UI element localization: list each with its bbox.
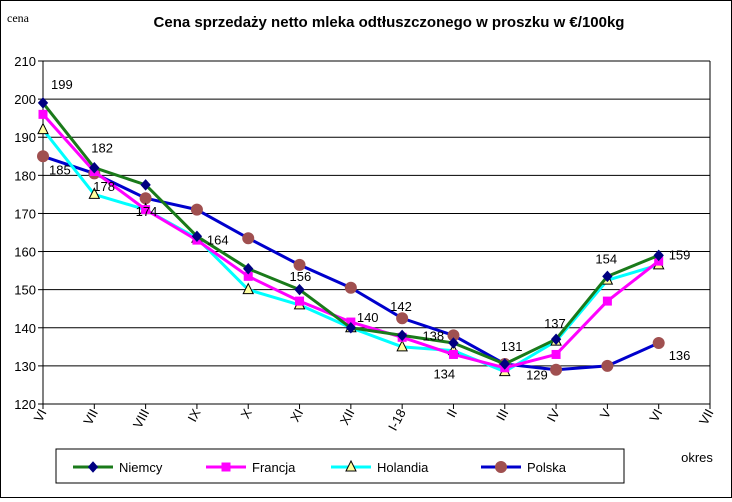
data-point (294, 283, 305, 296)
x-tick-label: III (493, 406, 511, 423)
data-point (602, 296, 612, 306)
plot-area (43, 61, 710, 404)
data-point (141, 205, 151, 215)
data-point (602, 270, 613, 283)
data-label: 136 (669, 348, 691, 363)
legend-label: Polska (527, 460, 567, 475)
legend-marker (221, 462, 231, 472)
data-label: 137 (544, 316, 566, 331)
data-label: 154 (595, 251, 617, 266)
data-point (37, 150, 49, 163)
y-tick-label: 130 (14, 359, 36, 374)
data-label: 129 (526, 368, 548, 383)
data-point (396, 312, 409, 325)
data-label: 174 (136, 204, 158, 219)
data-point (344, 281, 357, 294)
x-tick-label: VIII (130, 406, 152, 430)
legend-item-niemcy: Niemcy (73, 460, 163, 475)
legend-label: Francja (252, 460, 296, 475)
series-group (37, 97, 665, 377)
y-tick-label: 180 (14, 168, 36, 183)
series-niemcy (37, 97, 664, 370)
x-tick-label: IV (544, 406, 563, 424)
data-point (190, 203, 203, 216)
data-point (345, 322, 357, 334)
data-label: 134 (433, 367, 455, 382)
legend-label: Niemcy (119, 460, 163, 475)
data-label: 156 (290, 269, 312, 284)
data-label: 142 (390, 299, 412, 314)
data-point (550, 363, 563, 376)
legend-marker (87, 461, 99, 473)
legend: Niemcy Francja Holandia Polska (55, 448, 625, 484)
x-tick-label: V (597, 406, 614, 421)
legend-label: Holandia (377, 460, 429, 475)
data-point (448, 349, 458, 359)
legend-marker (495, 461, 507, 473)
y-tick-label: 160 (14, 245, 36, 260)
data-label: 182 (91, 141, 113, 156)
y-tick-label: 150 (14, 283, 36, 298)
data-label: 164 (207, 232, 229, 247)
data-point (396, 339, 408, 352)
data-point (448, 337, 459, 349)
data-point (37, 122, 49, 135)
data-point (140, 179, 151, 191)
data-point (139, 192, 152, 205)
x-tick-label: IX (185, 406, 204, 424)
legend-box (55, 448, 625, 484)
y-tick-label: 190 (14, 130, 36, 145)
x-tick-label: XII (337, 406, 358, 427)
data-label: 185 (49, 162, 71, 177)
y-tick-label: 170 (14, 206, 36, 221)
data-label: 131 (501, 339, 523, 354)
y-tick-label: 200 (14, 92, 36, 107)
x-tick-label: XI (287, 406, 306, 424)
data-label: 140 (357, 310, 379, 325)
data-point (551, 349, 561, 359)
y-tick-label: 120 (14, 397, 36, 412)
y-tick-label: 210 (14, 54, 36, 69)
y-axis-label: cena (7, 11, 30, 25)
legend-marker (345, 459, 357, 472)
x-tick-label: VII (696, 406, 717, 427)
data-label: 178 (93, 179, 115, 194)
data-point (652, 337, 665, 350)
x-axis-label: okres (681, 450, 713, 465)
y-tick-label: 140 (14, 321, 36, 336)
x-tick-label: VI (646, 406, 665, 424)
data-point (601, 359, 614, 372)
data-point (243, 262, 254, 275)
x-tick-label: II (443, 406, 460, 419)
x-tick-label: I-18 (385, 406, 409, 433)
legend-item-francja: Francja (206, 460, 296, 475)
data-point (89, 161, 100, 174)
data-point (88, 187, 101, 199)
data-point (295, 296, 305, 306)
data-point (242, 232, 255, 245)
data-point (191, 230, 203, 243)
data-label: 159 (669, 247, 691, 262)
legend-item-polska: Polska (481, 460, 567, 475)
data-point (499, 358, 510, 370)
x-tick-label: X (238, 406, 255, 421)
data-point (37, 97, 49, 109)
data-point (396, 329, 408, 342)
chart-title: Cena sprzedaży netto mleka odtłuszczoneg… (154, 14, 625, 31)
data-point (293, 258, 306, 271)
legend-item-holandia: Holandia (331, 459, 429, 475)
data-point (653, 249, 664, 262)
data-label: 199 (51, 77, 73, 92)
data-label: 138 (422, 328, 444, 343)
data-point (242, 282, 255, 295)
data-point (550, 333, 562, 345)
x-tick-label: VII (80, 406, 101, 427)
data-point (38, 109, 48, 119)
